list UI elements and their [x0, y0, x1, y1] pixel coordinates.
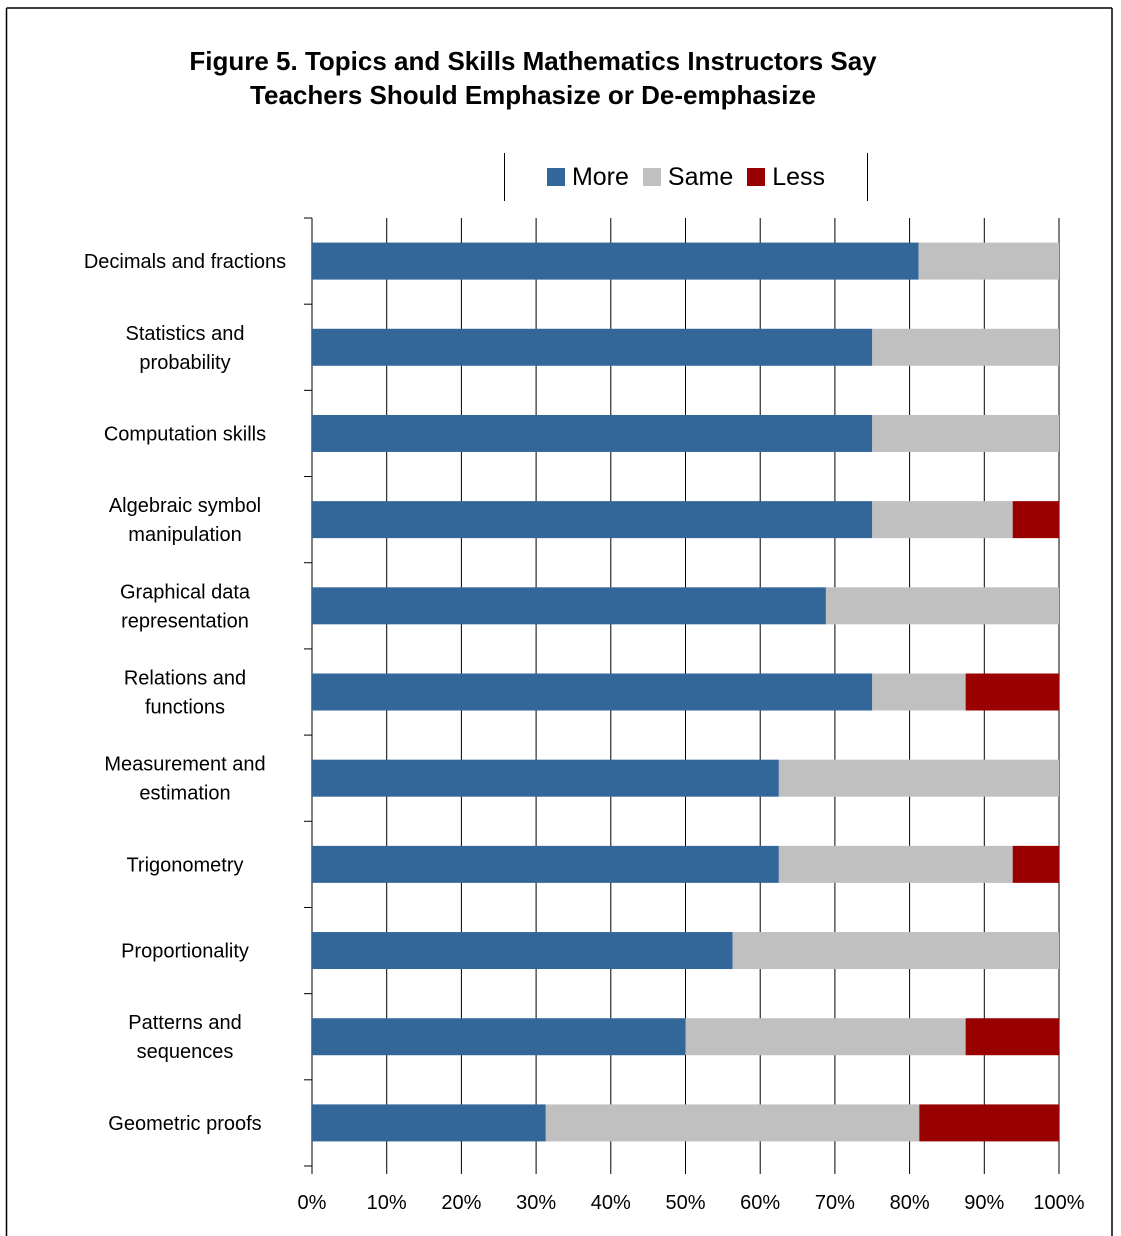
category-label: Computation skills — [104, 423, 266, 445]
bar-same — [685, 1018, 966, 1056]
category-label: Trigonometry — [126, 854, 243, 876]
legend-item-same: Same — [642, 162, 734, 192]
category-label: Relations and — [124, 668, 246, 690]
legend-swatch-same — [642, 168, 661, 186]
legend-swatch-less — [747, 168, 766, 186]
bar-same — [872, 328, 1059, 366]
legend-label-same: Same — [667, 162, 734, 191]
bar-more — [312, 501, 873, 539]
legend-label-more: More — [571, 162, 629, 191]
bar-less — [965, 673, 1059, 711]
bar-less — [919, 1104, 1059, 1142]
bar-less — [1012, 501, 1059, 539]
x-tick-label: 20% — [441, 1192, 481, 1214]
category-label: Graphical data — [120, 581, 251, 603]
bar-same — [872, 501, 1013, 539]
bar-less — [1012, 845, 1059, 883]
bar-more — [312, 845, 779, 883]
category-label: functions — [145, 697, 225, 719]
bar-more — [312, 932, 733, 970]
x-tick-label: 0% — [298, 1192, 327, 1214]
chart-title-line-1: Figure 5. Topics and Skills Mathematics … — [189, 46, 877, 76]
x-tick-label: 100% — [1033, 1192, 1084, 1214]
x-tick-label: 60% — [740, 1192, 780, 1214]
category-label: Algebraic symbol — [109, 495, 261, 517]
bar-more — [312, 1018, 686, 1056]
category-label: representation — [121, 610, 249, 632]
category-label: probability — [139, 352, 230, 374]
bar-same — [872, 673, 966, 711]
chart-title-line-2: Teachers Should Emphasize or De-emphasiz… — [250, 80, 816, 110]
legend-item-less: Less — [747, 163, 825, 192]
bar-same — [778, 845, 1013, 883]
bar-more — [312, 414, 873, 452]
legend-item-more: More — [546, 162, 629, 192]
x-tick-label: 10% — [367, 1192, 407, 1214]
category-label: manipulation — [128, 524, 241, 546]
x-tick-label: 50% — [665, 1192, 705, 1214]
category-label: estimation — [139, 783, 230, 805]
category-label: Geometric proofs — [108, 1113, 261, 1135]
x-tick-label: 40% — [591, 1192, 631, 1214]
category-label: Proportionality — [121, 941, 249, 963]
chart-title: Figure 5. Topics and Skills Mathematics … — [0, 44, 1066, 112]
category-label: Decimals and fractions — [84, 251, 286, 273]
bar-more — [312, 328, 873, 366]
x-tick-label: 80% — [890, 1192, 930, 1214]
legend-swatch-more — [546, 168, 565, 186]
chart-legend: More Same Less — [504, 153, 868, 201]
category-label: Statistics and — [126, 323, 245, 345]
x-tick-label: 90% — [964, 1192, 1004, 1214]
bar-more — [312, 587, 826, 625]
x-tick-label: 70% — [815, 1192, 855, 1214]
legend-label-less: Less — [772, 162, 826, 191]
bar-less — [965, 1018, 1059, 1056]
bar-same — [825, 587, 1059, 625]
bar-same — [778, 759, 1059, 797]
category-label: Measurement and — [104, 754, 265, 776]
bar-more — [312, 1104, 546, 1142]
category-label: Patterns and — [128, 1012, 241, 1034]
bar-same — [918, 242, 1059, 280]
bar-same — [872, 414, 1059, 452]
bar-more — [312, 242, 919, 280]
x-tick-label: 30% — [516, 1192, 556, 1214]
bar-same — [545, 1104, 920, 1142]
bar-more — [312, 759, 779, 797]
bar-same — [732, 932, 1059, 970]
category-label: sequences — [137, 1041, 234, 1063]
bar-more — [312, 673, 873, 711]
